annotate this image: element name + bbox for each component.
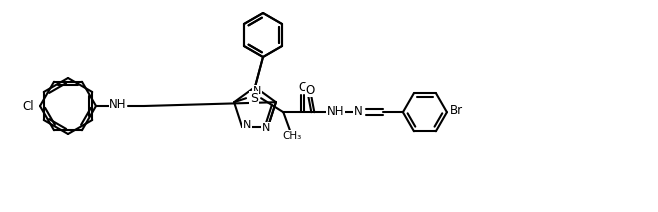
Text: O: O xyxy=(299,81,308,94)
Text: Cl: Cl xyxy=(22,99,34,113)
Text: N: N xyxy=(243,120,251,130)
Text: N: N xyxy=(253,86,261,96)
Text: N: N xyxy=(354,105,363,118)
Text: S: S xyxy=(250,92,258,105)
Text: Br: Br xyxy=(450,104,463,117)
Text: NH: NH xyxy=(326,105,344,118)
Text: NH: NH xyxy=(109,99,127,112)
Text: CH₃: CH₃ xyxy=(282,131,302,141)
Text: O: O xyxy=(306,84,315,97)
Text: N: N xyxy=(262,123,270,133)
